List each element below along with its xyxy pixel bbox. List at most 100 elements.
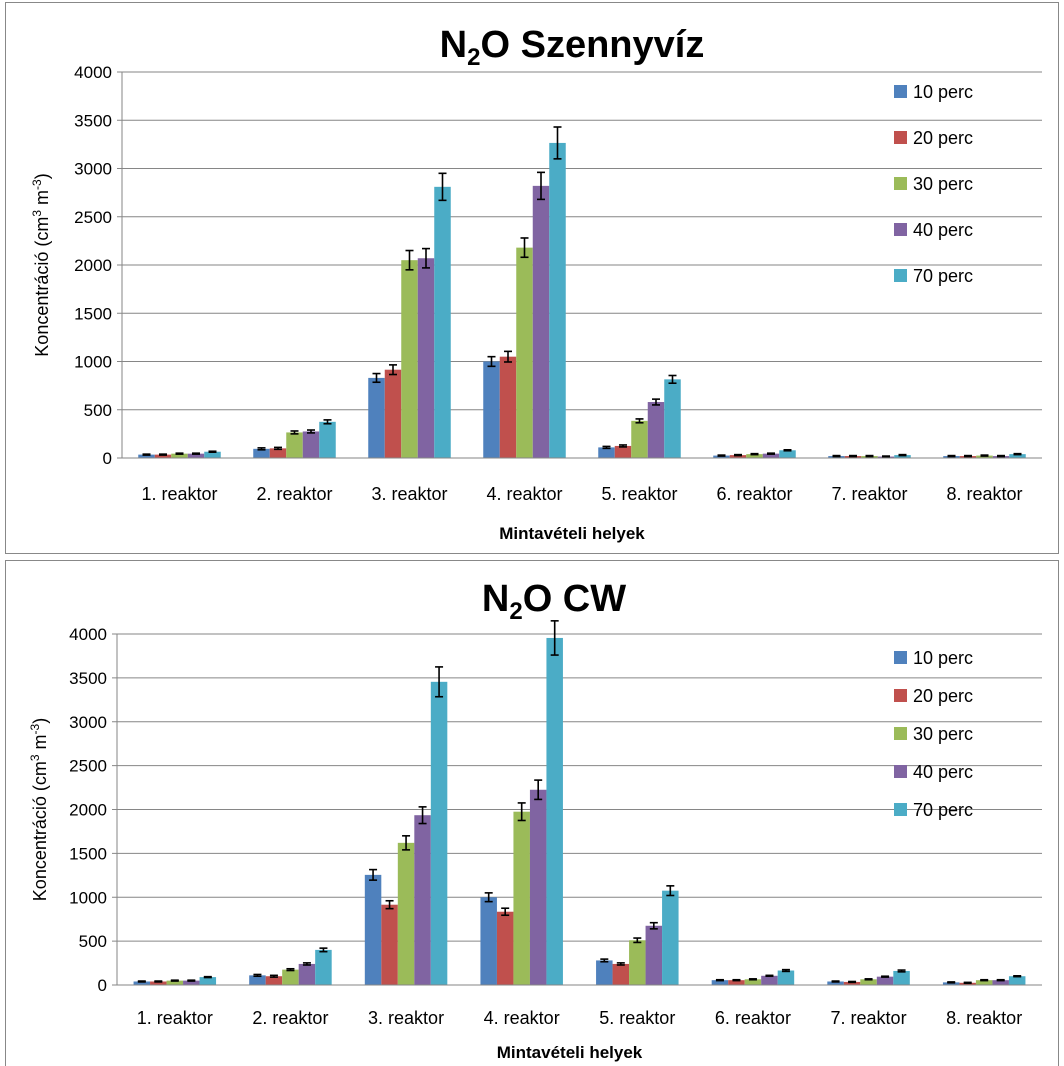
chart2-legend-swatch — [894, 765, 907, 778]
chart2-bar — [315, 949, 332, 985]
chart2-bar — [364, 874, 382, 985]
chart2-bar — [843, 981, 861, 985]
chart2-bar — [183, 980, 200, 985]
chart2-bar — [397, 842, 415, 985]
chart2-bar — [529, 789, 547, 985]
chart2-bar — [662, 890, 679, 985]
chart2-legend-label: 10 perc — [913, 648, 973, 668]
chart2-title-main: N — [482, 578, 509, 620]
chart1-bar — [779, 450, 796, 458]
chart2-category-label: 4. reaktor — [484, 1008, 560, 1028]
chart2-bar — [645, 925, 663, 985]
chart1-legend-label: 40 perc — [913, 220, 973, 240]
chart1-bar — [154, 454, 172, 458]
chart1-ytick-label: 2000 — [74, 256, 112, 275]
chart1-bar — [253, 448, 270, 458]
chart1-bar — [171, 453, 188, 458]
chart2-legend-swatch — [894, 803, 907, 816]
chart2-bar — [1008, 976, 1026, 985]
chart2-bar — [249, 975, 266, 985]
chart1-category-label: 1. reaktor — [141, 484, 217, 504]
chart1-legend-swatch — [894, 223, 907, 236]
chart2-bar — [744, 979, 762, 985]
chart2-category-label: 7. reaktor — [831, 1008, 907, 1028]
chart2-bar — [975, 980, 993, 985]
chart1-bar — [417, 258, 435, 458]
chart2-ytick-label: 4000 — [69, 625, 107, 644]
chart2-bar — [761, 975, 778, 985]
chart2-legend-label: 20 perc — [913, 686, 973, 706]
chart1-category-label: 7. reaktor — [831, 484, 907, 504]
chart1-bar — [664, 379, 681, 458]
chart1-bar — [762, 453, 780, 458]
chart-panel-szennyviz: N2O Szennyvíz 0 500 1000 1500 2000 2500 3000 350… — [5, 2, 1059, 554]
chart1-bar — [187, 453, 205, 458]
chart2-category-label: 3. reaktor — [368, 1008, 444, 1028]
chart1-ytick-label: 0 — [103, 449, 112, 468]
chart-szennyviz: N2O Szennyvíz 0 500 1000 1500 2000 2500 3000 350… — [30, 24, 1042, 543]
chart1-legend-label: 20 perc — [913, 128, 973, 148]
chart2-legend-label: 40 perc — [913, 762, 973, 782]
chart2-ytick-label: 1500 — [69, 844, 107, 863]
chart2-bar — [711, 980, 729, 985]
chart2-bar — [893, 970, 910, 985]
chart2-bar — [166, 980, 184, 985]
chart1-ytick-label: 3500 — [74, 111, 112, 130]
chart2-bar — [414, 815, 431, 985]
chart2-y-axis-label: Koncentráció (cm3 m-3) — [28, 718, 50, 901]
chart1-bar — [647, 402, 665, 458]
chart2-legend-swatch — [894, 651, 907, 664]
chart1-bar — [532, 185, 550, 458]
chart1-bar — [138, 454, 155, 458]
chart2-ytick-label: 2000 — [69, 801, 107, 820]
chart-cw: N2O CW 0 500 1000 1500 2000 2500 3000 3500 4000 1.… — [28, 578, 1042, 1062]
chart1-ytick-label: 3000 — [74, 160, 112, 179]
chart1-bar — [302, 431, 320, 458]
chart1-bar — [1009, 454, 1026, 458]
chart2-ytick-label: 0 — [98, 976, 107, 995]
chart1-ytick-label: 1000 — [74, 353, 112, 372]
chart2-legend-swatch — [894, 689, 907, 702]
chart2-legend-label: 30 perc — [913, 724, 973, 744]
chart1-ytick-label: 4000 — [74, 63, 112, 82]
chart1-bar — [631, 420, 648, 458]
chart2-x-axis-label: Mintavételi helyek — [497, 1043, 643, 1062]
chart2-bar — [381, 904, 398, 985]
chart2-bar — [629, 940, 646, 985]
chart1-category-label: 2. reaktor — [256, 484, 332, 504]
chart2-ytick-label: 500 — [79, 932, 107, 951]
chart2-category-label: 1. reaktor — [137, 1008, 213, 1028]
chart2-bar — [150, 981, 167, 985]
chart1-bar — [204, 451, 221, 458]
chart2-category-label: 8. reaktor — [946, 1008, 1022, 1028]
chart1-title-sub: 2 — [467, 44, 480, 71]
chart1-title-rest: O Szennyvíz — [480, 24, 704, 66]
chart2-bar — [876, 976, 894, 985]
chart2-bar — [546, 637, 563, 985]
chart1-legend-swatch — [894, 177, 907, 190]
chart1-title-main: N — [440, 24, 467, 66]
chart2-bar — [282, 969, 299, 985]
chart2-bar — [298, 963, 316, 985]
chart2-category-label: 6. reaktor — [715, 1008, 791, 1028]
chart2-bar — [596, 960, 613, 985]
chart1-bar — [746, 454, 763, 458]
chart1-legend-label: 70 perc — [913, 266, 973, 286]
chart2-ytick-label: 3000 — [69, 713, 107, 732]
chart1-bar — [516, 247, 533, 458]
chart1-y-axis-label: Koncentráció (cm3 m-3) — [30, 173, 52, 356]
chart1-category-label: 4. reaktor — [486, 484, 562, 504]
chart1-legend-swatch — [894, 85, 907, 98]
chart1-bar — [549, 142, 566, 459]
chart2-title: N2O CW — [482, 578, 626, 625]
chart2-bar — [942, 982, 960, 985]
chart2-bar — [992, 980, 1009, 985]
chart2-bar — [430, 681, 448, 985]
chart2-bar — [612, 963, 630, 985]
chart2-legend-label: 70 perc — [913, 800, 973, 820]
chart1-bar — [894, 455, 911, 458]
chart2-legend-swatch — [894, 727, 907, 740]
chart1-x-axis-label: Mintavételi helyek — [499, 524, 645, 543]
chart2-ytick-label: 3500 — [69, 669, 107, 688]
chart1-title: N2O Szennyvíz — [440, 24, 705, 71]
